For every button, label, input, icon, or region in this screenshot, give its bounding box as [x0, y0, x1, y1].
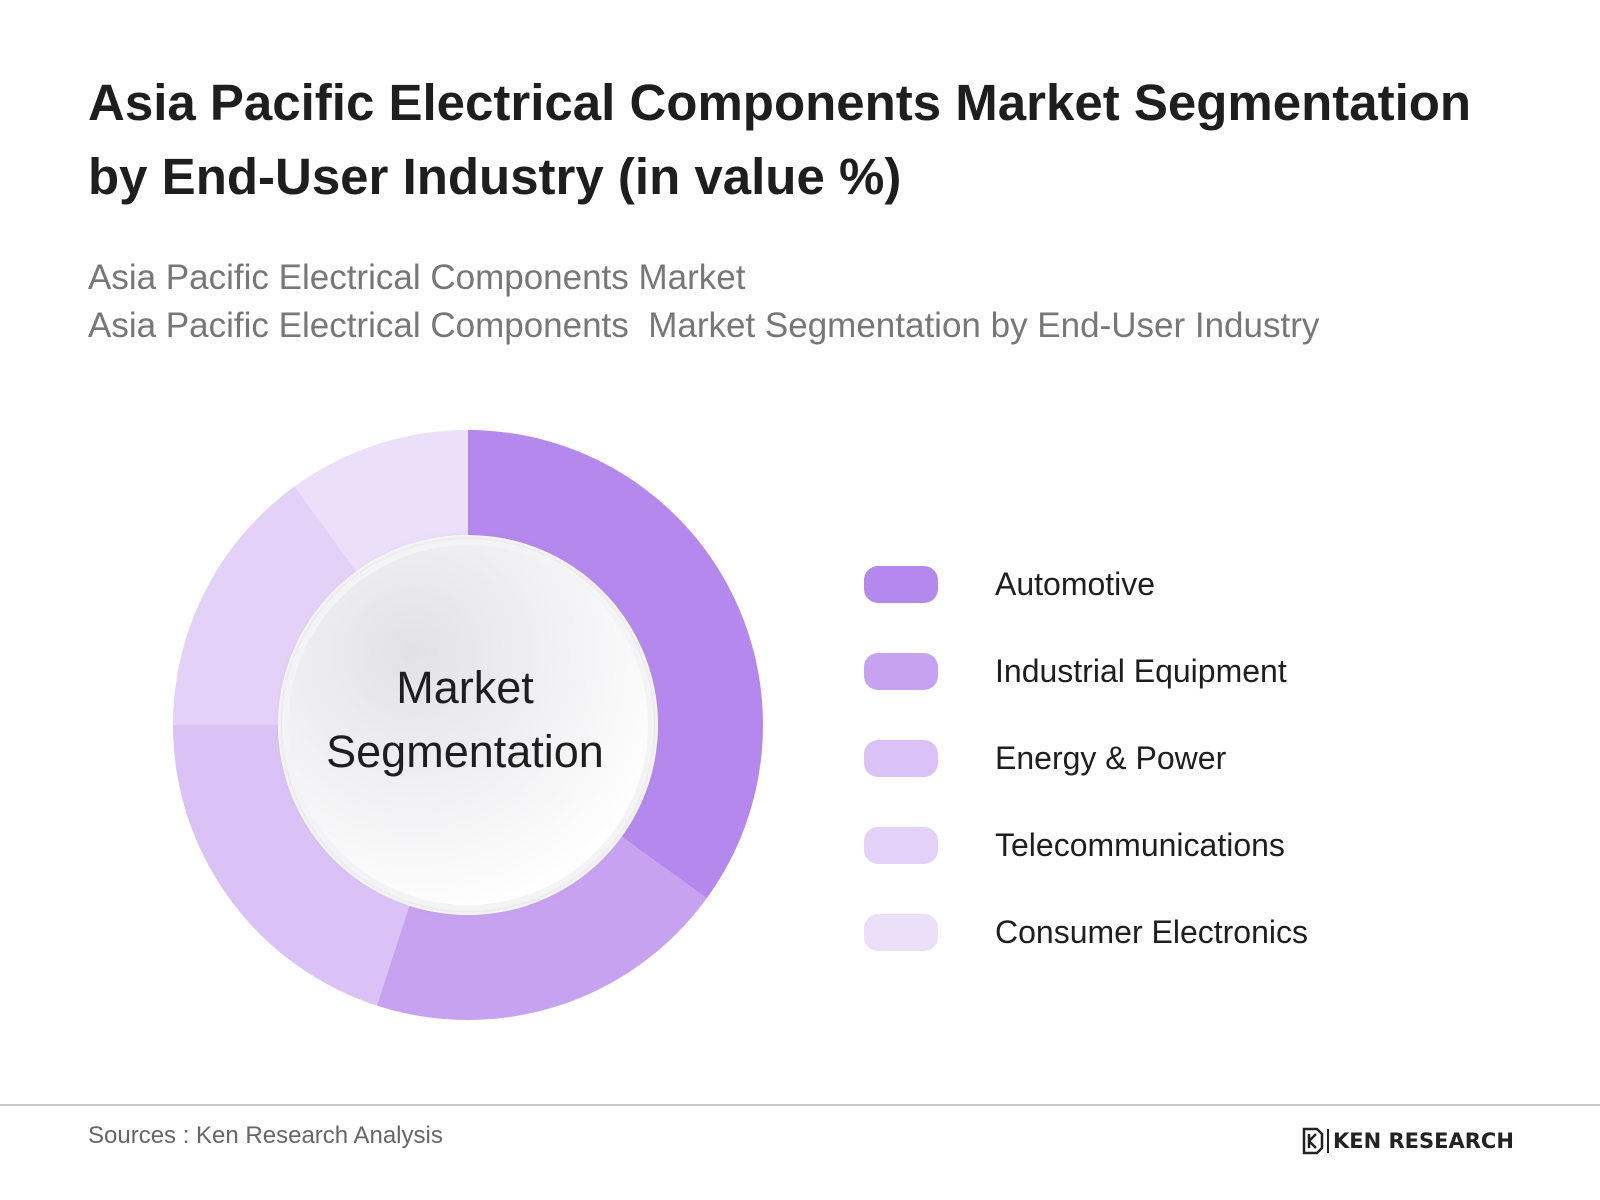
page-title: Asia Pacific Electrical Components Marke…: [88, 66, 1528, 214]
donut-slice-consumer-electronics: [294, 430, 468, 572]
legend-swatch-telecommunications: [864, 827, 938, 864]
donut-slice-energy-power: [173, 725, 410, 1006]
title-line-1: Asia Pacific Electrical Components Marke…: [88, 74, 1472, 131]
legend-label-telecommunications: Telecommunications: [995, 827, 1285, 863]
legend-swatch-industrial-equipment: [864, 653, 938, 690]
legend-item-telecommunications: Telecommunications: [864, 817, 1484, 904]
legend-label-industrial-equipment: Industrial Equipment: [995, 653, 1287, 689]
subtitle: Asia Pacific Electrical Components Marke…: [88, 254, 1548, 350]
center-label-line-2: Segmentation: [326, 726, 604, 777]
center-label-line-1: Market: [396, 662, 534, 713]
legend-swatch-automotive: [864, 566, 938, 603]
donut-slice-industrial-equipment: [376, 836, 707, 1020]
chart-legend: Automotive Industrial Equipment Energy & P…: [864, 556, 1484, 991]
legend-item-consumer-electronics: Consumer Electronics: [864, 904, 1484, 991]
ken-research-logo-icon: [1302, 1127, 1324, 1155]
donut-center-label: Market Segmentation: [280, 535, 650, 905]
subtitle-line-2: Asia Pacific Electrical Components Marke…: [88, 306, 1320, 345]
legend-swatch-energy-power: [864, 740, 938, 777]
logo-text: KEN RESEARCH: [1333, 1129, 1514, 1153]
title-line-2: by End-User Industry (in value %): [88, 148, 902, 205]
legend-item-automotive: Automotive: [864, 556, 1484, 643]
legend-label-consumer-electronics: Consumer Electronics: [995, 914, 1308, 950]
logo-separator: [1327, 1129, 1329, 1153]
donut-slices: [173, 430, 763, 1020]
donut-center: [282, 539, 654, 911]
legend-label-automotive: Automotive: [995, 566, 1156, 602]
legend-item-energy-power: Energy & Power: [864, 730, 1484, 817]
donut-slice-telecommunications: [173, 486, 357, 725]
legend-item-industrial-equipment: Industrial Equipment: [864, 643, 1484, 730]
footer-divider: [0, 1104, 1600, 1106]
donut-slice-automotive: [468, 430, 763, 899]
source-note: Sources : Ken Research Analysis: [88, 1122, 443, 1149]
legend-swatch-consumer-electronics: [864, 914, 938, 951]
ken-research-logo: KEN RESEARCH: [1302, 1124, 1514, 1158]
subtitle-line-1: Asia Pacific Electrical Components Marke…: [88, 258, 746, 297]
legend-label-energy-power: Energy & Power: [995, 740, 1227, 776]
